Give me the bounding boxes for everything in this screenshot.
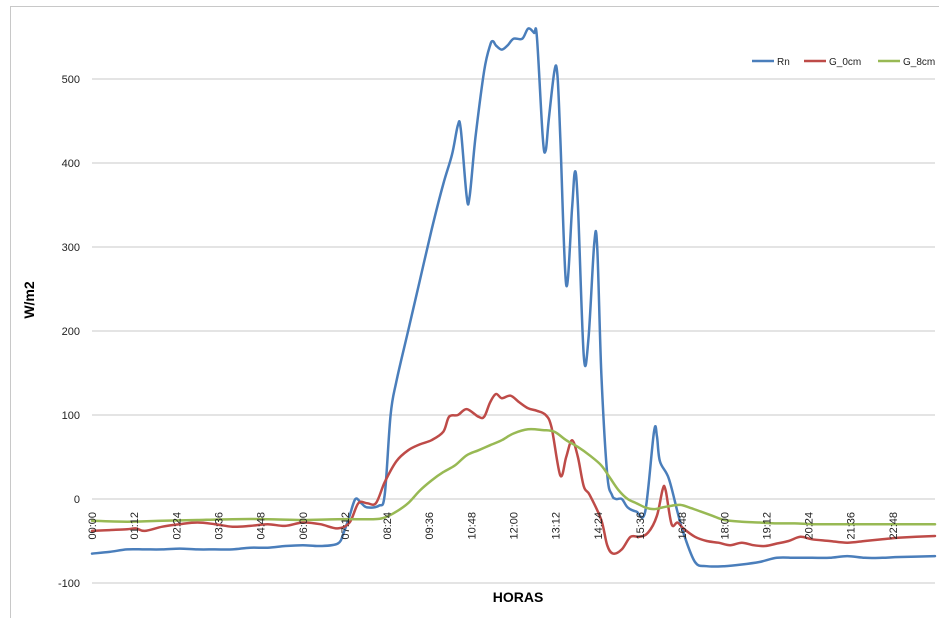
series-lines	[90, 27, 937, 568]
x-tick-label: 21:36	[846, 512, 858, 540]
x-tick-label: 02:24	[171, 512, 183, 540]
legend: Rn G_0cm G_8cm	[752, 57, 935, 68]
x-tick-label: 00:00	[87, 512, 99, 540]
y-tick-label: 200	[62, 326, 80, 338]
series-line-g-8cm	[90, 427, 937, 526]
x-tick-label: 06:00	[298, 512, 310, 540]
series-line-rn	[90, 27, 937, 568]
y-axis-ticks: -100 0 100 200 300 400 500	[58, 74, 80, 590]
x-tick-label: 20:24	[804, 512, 816, 540]
x-axis-title: HORAS	[493, 589, 544, 605]
series-line-g-0cm	[90, 392, 937, 555]
y-tick-label: 0	[74, 494, 80, 506]
x-tick-label: 10:48	[466, 512, 478, 540]
x-tick-label: 18:00	[719, 512, 731, 540]
x-tick-label: 12:00	[509, 512, 521, 540]
x-tick-label: 09:36	[424, 512, 436, 540]
x-tick-label: 15:36	[635, 512, 647, 540]
y-axis-title: W/m2	[21, 281, 37, 319]
chart-area	[10, 6, 939, 618]
x-axis-ticks: 00:00 01:12 02:24 03:36 04:48 06:00 07:12 08:24…	[87, 512, 900, 540]
legend-label: Rn	[777, 57, 790, 68]
x-tick-label: 22:48	[888, 512, 900, 540]
x-tick-label: 16:48	[677, 512, 689, 540]
y-tick-label: -100	[58, 578, 80, 590]
y-tick-label: 300	[62, 242, 80, 254]
x-tick-label: 04:48	[256, 512, 268, 540]
x-tick-label: 14:24	[593, 512, 605, 540]
legend-label: G_8cm	[903, 57, 935, 68]
x-tick-label: 01:12	[129, 512, 141, 540]
y-tick-label: 500	[62, 74, 80, 86]
x-tick-label: 03:36	[213, 512, 225, 540]
y-tick-label: 400	[62, 158, 80, 170]
legend-label: G_0cm	[829, 57, 861, 68]
x-tick-label: 13:12	[551, 512, 563, 540]
x-tick-label: 08:24	[382, 512, 394, 540]
gridlines	[92, 78, 935, 584]
x-tick-label: 19:12	[761, 512, 773, 540]
x-tick-label: 07:12	[340, 512, 352, 540]
y-tick-label: 100	[62, 410, 80, 422]
